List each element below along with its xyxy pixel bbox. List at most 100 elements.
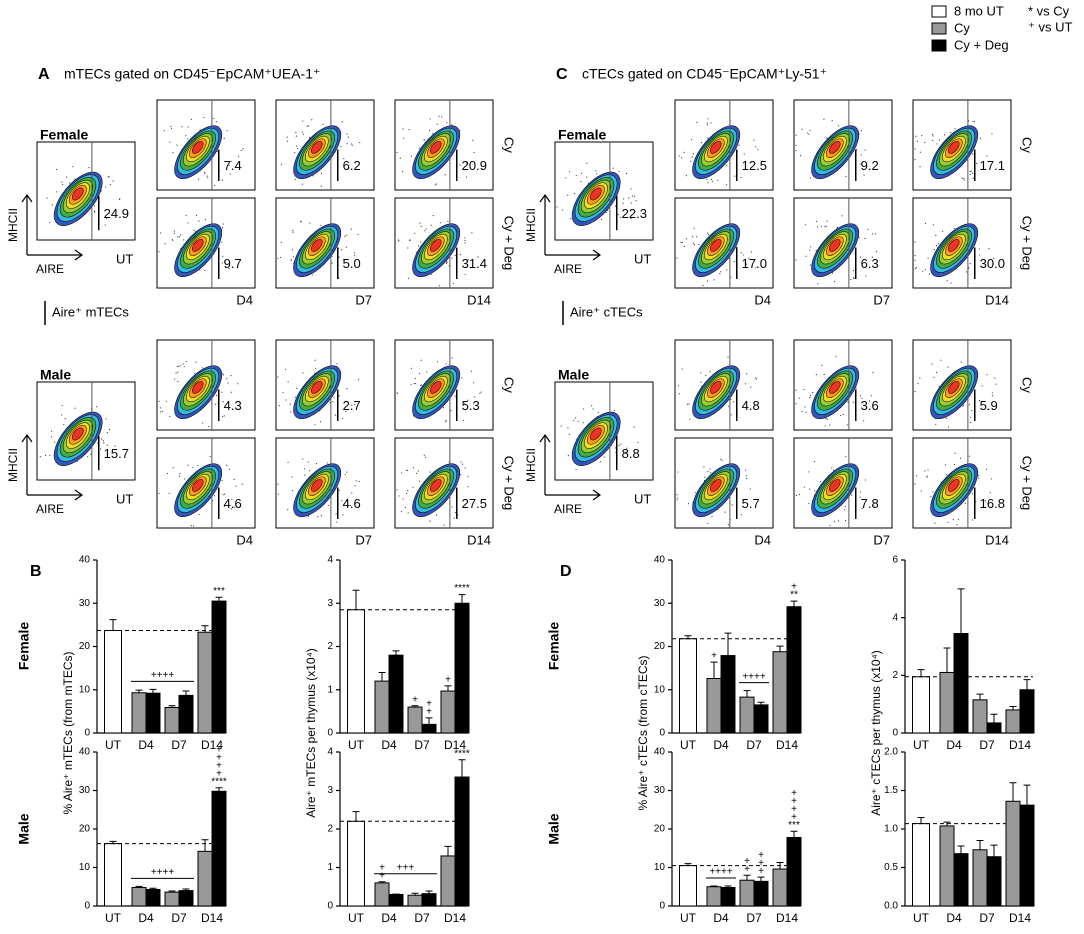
event-dot: [308, 469, 311, 472]
legend-swatch: [931, 5, 947, 18]
event-dot: [928, 273, 930, 275]
event-dot: [757, 148, 759, 151]
event-dot: [462, 419, 464, 421]
y-tick-label: 30: [654, 598, 666, 609]
legend-note: ⁺ vs UT: [1028, 19, 1072, 34]
event-dot: [844, 520, 847, 522]
event-dot: [159, 232, 162, 234]
event-dot: [707, 232, 709, 234]
event-dot: [425, 456, 427, 458]
event-dot: [740, 252, 742, 254]
control-label: UT: [116, 491, 133, 506]
event-dot: [429, 471, 431, 473]
event-dot: [400, 510, 403, 513]
event-dot: [808, 471, 810, 473]
bar: [145, 888, 161, 907]
bar: [912, 676, 930, 734]
event-dot: [978, 477, 980, 479]
bar: [197, 850, 213, 907]
event-dot: [182, 363, 184, 365]
event-dot: [823, 373, 825, 376]
significance-mark: +: [216, 760, 222, 771]
event-dot: [932, 135, 934, 137]
event-dot: [194, 372, 196, 375]
event-dot: [447, 220, 449, 222]
event-dot: [625, 172, 628, 175]
y-axis-label: Aire⁺ mTECs per thymus (x10⁴): [304, 648, 318, 818]
y-tick-label: 40: [79, 747, 91, 758]
event-dot: [872, 371, 874, 374]
y-tick-label: 0: [327, 728, 333, 739]
row-label: Male: [546, 813, 562, 844]
bar: [178, 694, 194, 734]
error-bar: [743, 874, 751, 881]
event-dot: [863, 174, 865, 176]
event-dot: [61, 404, 63, 407]
event-dot: [677, 385, 680, 387]
event-dot: [934, 522, 936, 524]
event-dot: [204, 219, 206, 221]
x-tick-label: D4: [946, 911, 962, 925]
event-dot: [860, 129, 863, 132]
x-tick-label: D7: [979, 738, 995, 752]
x-tick-label: D7: [414, 911, 430, 925]
y-axis-label: Aire⁺ cTECs per thymus (x10⁴): [869, 650, 883, 816]
event-dot: [979, 137, 982, 139]
contour: [311, 479, 323, 492]
event-dot: [803, 486, 805, 488]
error-bar: [201, 839, 209, 852]
significance-mark: +: [216, 752, 222, 763]
event-dot: [698, 244, 700, 246]
error-bar: [425, 717, 433, 725]
event-dot: [176, 144, 178, 146]
event-dot: [199, 269, 201, 271]
event-dot: [959, 457, 962, 459]
gate-percent: 17.0: [742, 256, 767, 271]
event-dot: [195, 361, 197, 363]
event-dot: [351, 492, 353, 494]
error-bar: [458, 594, 466, 604]
legend-label: 8 mo UT: [954, 3, 1004, 18]
error-bar: [411, 705, 419, 708]
event-dot: [833, 281, 836, 283]
event-dot: [436, 361, 439, 363]
event-dot: [435, 514, 438, 516]
event-dot: [403, 137, 405, 139]
event-dot: [187, 222, 189, 224]
event-dot: [464, 409, 466, 411]
event-dot: [681, 368, 683, 370]
x-tick-label: D4: [138, 911, 154, 925]
event-dot: [39, 456, 41, 458]
event-dot: [451, 124, 453, 126]
flow-plot: [912, 339, 1012, 431]
event-dot: [686, 403, 689, 405]
event-dot: [681, 241, 684, 244]
event-dot: [223, 415, 225, 417]
bar: [720, 887, 736, 907]
event-dot: [405, 492, 408, 494]
event-dot: [290, 411, 292, 413]
y-tick-label: 40: [654, 555, 666, 566]
axis-arrow: [539, 433, 602, 501]
event-dot: [858, 236, 860, 238]
x-tick-label: D7: [746, 738, 762, 752]
contour: [948, 381, 960, 394]
event-dot: [620, 443, 622, 445]
event-dot: [459, 253, 462, 256]
event-dot: [683, 151, 685, 153]
event-dot: [399, 157, 401, 159]
event-dot: [713, 279, 715, 281]
flow-plot: [36, 141, 136, 241]
event-dot: [945, 417, 947, 419]
event-dot: [222, 401, 224, 403]
flow-plot: [275, 99, 375, 191]
event-dot: [607, 210, 609, 212]
event-dot: [180, 365, 182, 367]
gate-percent: 31.4: [462, 256, 487, 271]
event-dot: [292, 229, 294, 232]
event-dot: [445, 262, 448, 264]
gate-percent: 4.8: [742, 398, 760, 413]
event-dot: [342, 514, 344, 516]
event-dot: [242, 148, 244, 150]
event-dot: [731, 504, 733, 506]
